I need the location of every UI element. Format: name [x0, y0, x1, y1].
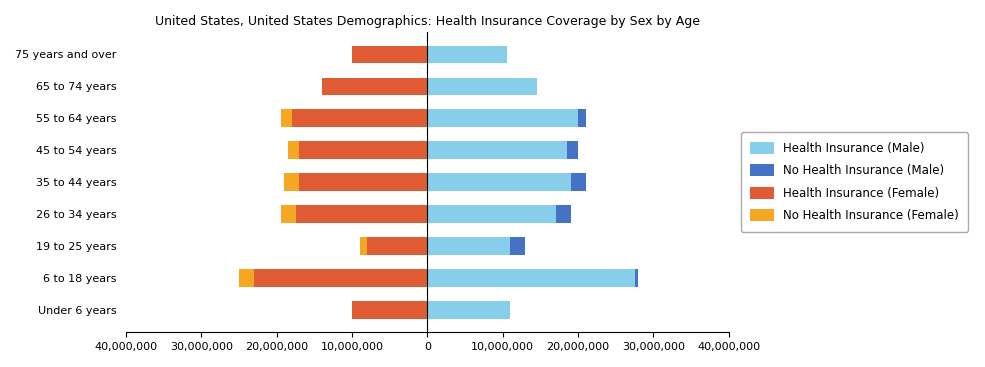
Bar [427, 109, 578, 127]
Bar [322, 77, 427, 95]
Title: United States, United States Demographics: Health Insurance Coverage by Sex by A: United States, United States Demographic… [155, 15, 700, 28]
Bar [427, 269, 634, 287]
Bar [239, 269, 254, 287]
Bar [292, 109, 427, 127]
Bar [427, 141, 566, 159]
Bar [288, 141, 299, 159]
Bar [299, 141, 427, 159]
Bar [367, 237, 427, 255]
Bar [296, 205, 427, 223]
Bar [281, 205, 296, 223]
Bar [427, 77, 537, 95]
Bar [556, 205, 570, 223]
Bar [427, 173, 570, 191]
Bar [427, 237, 510, 255]
Bar [352, 301, 427, 319]
Bar [299, 173, 427, 191]
Bar [285, 173, 299, 191]
Bar [510, 237, 525, 255]
Bar [578, 109, 586, 127]
Legend: Health Insurance (Male), No Health Insurance (Male), Health Insurance (Female), : Health Insurance (Male), No Health Insur… [741, 132, 968, 232]
Bar [570, 173, 586, 191]
Bar [634, 269, 638, 287]
Bar [427, 301, 510, 319]
Bar [427, 46, 506, 63]
Bar [360, 237, 367, 255]
Bar [352, 46, 427, 63]
Bar [566, 141, 578, 159]
Bar [254, 269, 427, 287]
Bar [427, 205, 556, 223]
Bar [281, 109, 292, 127]
